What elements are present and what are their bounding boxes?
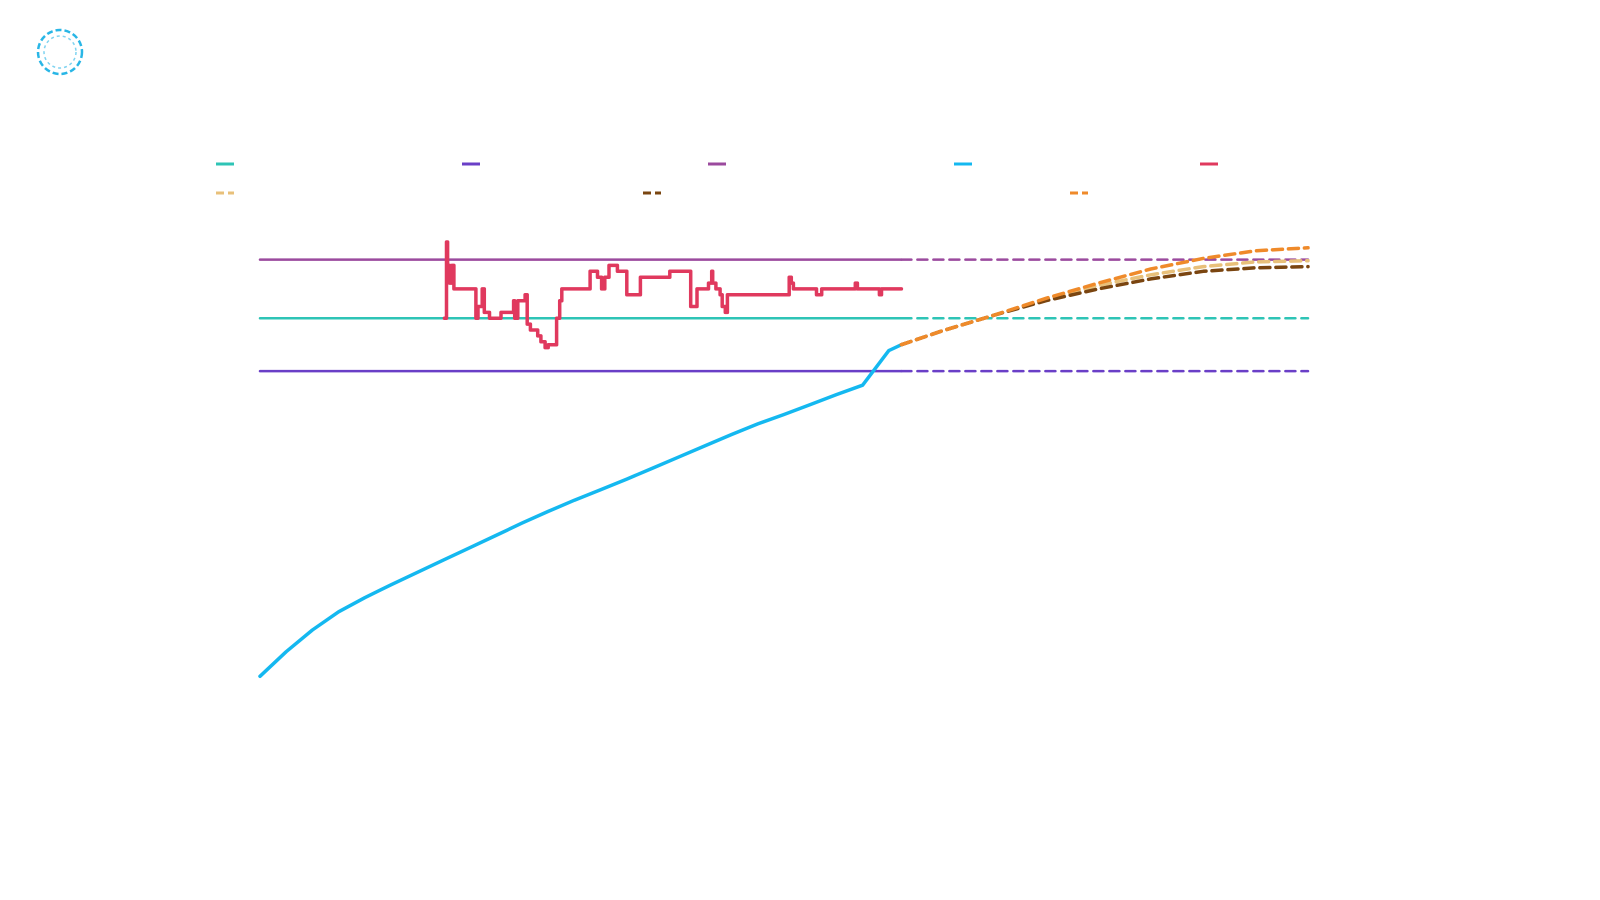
- series-line-proj_mid: [899, 264, 1310, 347]
- series-line-proj_high: [899, 246, 1310, 347]
- series-line-cumulative: [258, 342, 904, 679]
- chart-series-layer: [258, 240, 1310, 679]
- chart-legend: [216, 162, 1218, 195]
- series-line-rate: [442, 240, 904, 350]
- series-line-proj_low: [899, 258, 1310, 347]
- dashed-circle-logo-icon: [36, 28, 84, 76]
